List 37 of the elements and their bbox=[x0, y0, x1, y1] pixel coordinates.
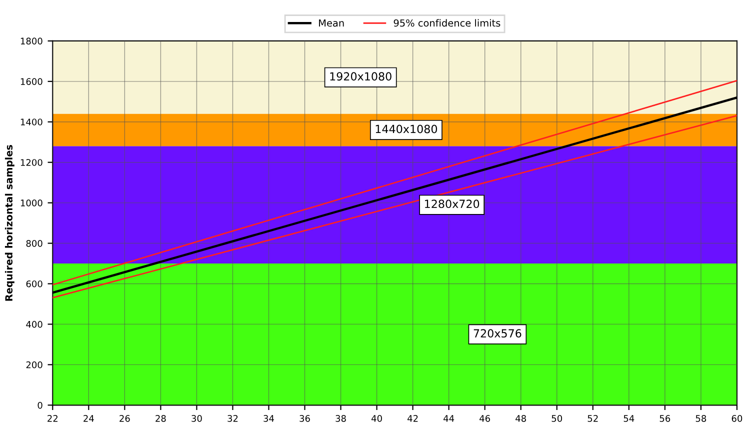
x-tick-label: 22 bbox=[48, 415, 58, 422]
band-label: 1920x1080 bbox=[330, 72, 392, 81]
y-tick-label: 1800 bbox=[20, 38, 42, 45]
x-tick-label: 52 bbox=[588, 415, 598, 422]
x-tick-label: 34 bbox=[264, 415, 274, 422]
x-tick-label: 58 bbox=[696, 415, 706, 422]
y-tick-label: 800 bbox=[26, 240, 42, 247]
y-tick-label: 400 bbox=[26, 320, 42, 328]
x-tick-label: 54 bbox=[624, 415, 634, 422]
x-tick-label: 44 bbox=[444, 415, 454, 422]
x-tick-label: 38 bbox=[336, 415, 346, 422]
legend-label: Mean bbox=[319, 19, 344, 27]
x-tick-label: 48 bbox=[516, 415, 526, 422]
x-tick-label: 32 bbox=[228, 415, 238, 422]
x-tick-label: 26 bbox=[120, 415, 130, 422]
x-tick-label: 42 bbox=[408, 415, 418, 422]
x-tick-label: 36 bbox=[300, 415, 310, 422]
x-tick-label: 40 bbox=[371, 415, 382, 422]
y-tick-label: 200 bbox=[26, 361, 42, 368]
y-tick-label: 1600 bbox=[20, 78, 42, 85]
x-tick-label: 30 bbox=[192, 415, 202, 422]
x-tick-label: 28 bbox=[156, 415, 166, 422]
x-tick-label: 56 bbox=[660, 415, 670, 422]
band-label: 1280x720 bbox=[425, 200, 480, 208]
y-tick-label: 1000 bbox=[20, 200, 42, 206]
y-tick-label: 600 bbox=[26, 280, 42, 288]
band-label: 720x576 bbox=[474, 329, 522, 338]
x-tick-label: 46 bbox=[480, 415, 490, 422]
y-axis-title: Required horizontal samples bbox=[4, 144, 14, 301]
band-label: 1440x1080 bbox=[376, 124, 438, 134]
y-tick-label: 0 bbox=[38, 402, 42, 409]
legend-label: 95% confidence limits bbox=[394, 19, 500, 27]
y-tick-label: 1400 bbox=[20, 118, 42, 126]
y-tick-label: 1200 bbox=[20, 159, 42, 166]
x-tick-label: 50 bbox=[552, 415, 562, 422]
x-tick-label: 60 bbox=[732, 415, 742, 422]
x-tick-label: 24 bbox=[84, 415, 94, 422]
